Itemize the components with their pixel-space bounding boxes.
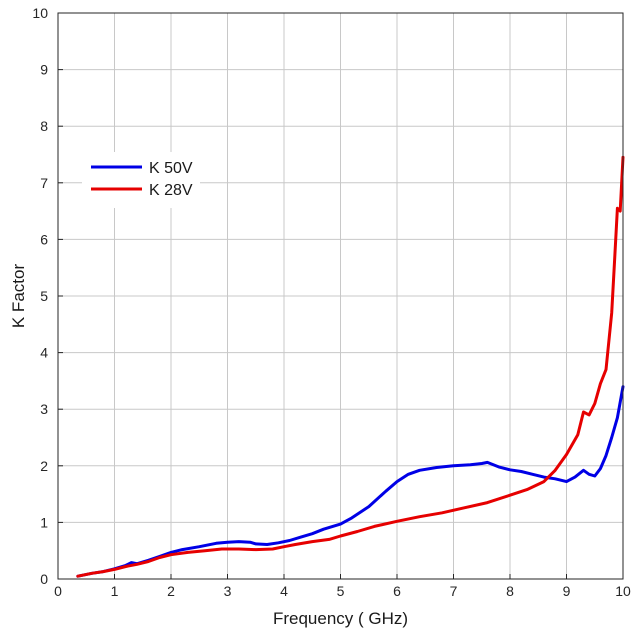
- y-axis-label: K Factor: [9, 264, 28, 329]
- x-tick-label: 1: [111, 583, 119, 599]
- x-tick-label: 2: [167, 583, 175, 599]
- y-tick-label: 10: [32, 5, 48, 21]
- x-tick-label: 8: [506, 583, 514, 599]
- legend-label-k28v: K 28V: [149, 182, 193, 199]
- x-tick-label: 7: [450, 583, 458, 599]
- x-tick-label: 9: [563, 583, 571, 599]
- x-tick-label: 0: [54, 583, 62, 599]
- y-tick-label: 8: [40, 118, 48, 134]
- legend-label-k50v: K 50V: [149, 160, 193, 177]
- y-gridlines: [58, 69, 623, 523]
- x-tick-label: 6: [393, 583, 401, 599]
- y-tick-label: 3: [40, 401, 48, 417]
- x-tick-labels: 0 1 2 3 4 5 6 7 8 9 10: [54, 574, 631, 599]
- y-tick-labels: 0 1 2 3 4 5 6 7 8 9 10: [32, 5, 63, 587]
- x-tick-label: 3: [224, 583, 232, 599]
- y-tick-label: 9: [40, 62, 48, 78]
- y-tick-label: 7: [40, 175, 48, 191]
- y-tick-label: 2: [40, 458, 48, 474]
- y-tick-label: 0: [40, 571, 48, 587]
- y-tick-label: 4: [40, 345, 48, 361]
- y-tick-label: 5: [40, 288, 48, 304]
- legend-box: [82, 152, 200, 208]
- data-lines: [76, 155, 625, 578]
- x-tick-label: 4: [280, 583, 288, 599]
- y-tick-label: 6: [40, 231, 48, 247]
- series-line-k-28v: [76, 155, 625, 578]
- y-tick-label: 1: [40, 514, 48, 530]
- x-axis-label: Frequency ( GHz): [273, 609, 408, 628]
- legend: K 50V K 28V: [82, 152, 200, 208]
- x-tick-label: 10: [615, 583, 631, 599]
- x-tick-label: 5: [337, 583, 345, 599]
